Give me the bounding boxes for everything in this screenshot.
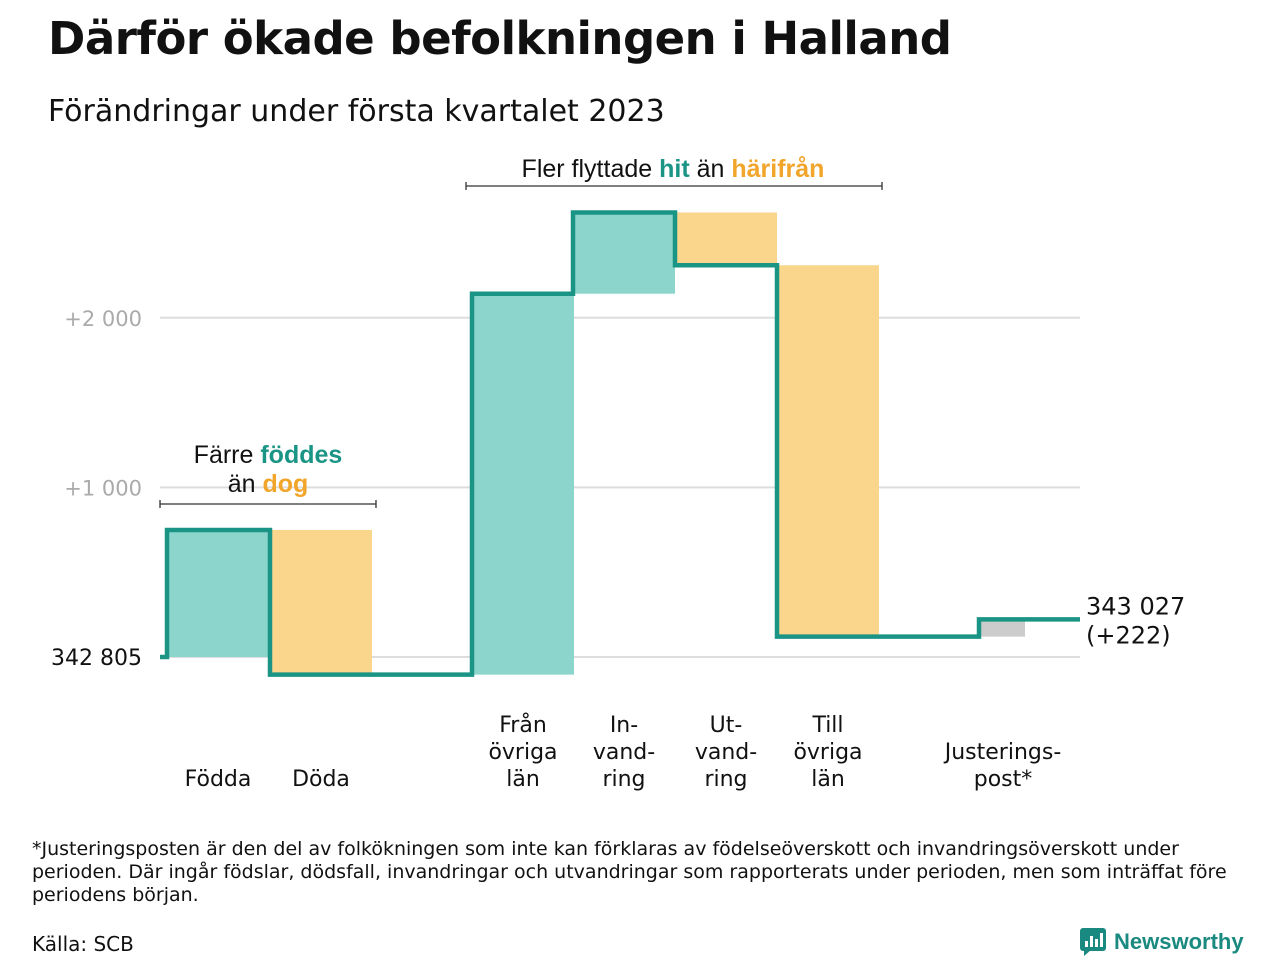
end-value-label: 343 027 [1086,592,1185,620]
bar-2 [472,293,574,675]
category-label-line: Till [811,713,843,738]
category-label: In-vand-ring [593,713,655,792]
chart-subtitle: Förändringar under första kvartalet 2023 [48,94,665,129]
category-label: Justerings-post* [943,740,1062,792]
source-label: Källa: SCB [32,932,134,956]
category-label-line: Från [499,712,547,738]
category-label-line: ring [602,767,645,792]
annotation-plain-text: än [228,470,263,498]
start-value-label: 342 805 [51,646,142,671]
cumulative-line [160,210,1080,677]
annotation-plain-text: Fler flyttade [522,155,660,183]
annotation-plain-text: Färre [194,441,261,469]
annotation-out-text: härifrån [731,155,824,183]
end-change-label: (+222) [1086,621,1171,649]
category-label: Döda [292,767,350,792]
category-label-line: post* [974,767,1033,792]
category-label: Från övriga län [488,712,557,792]
category-label-line: vand- [695,740,757,765]
annotation-text: Färre föddes [194,441,343,469]
category-label-line: Justerings- [943,740,1062,765]
bar-0 [167,529,269,657]
y-tick-label: +1 000 [64,476,142,500]
brand: Newsworthy [1080,928,1244,956]
category-label-line: Döda [292,767,350,792]
annotation-text: Fler flyttade hit än härifrån [522,155,825,183]
annotation-plain-text: än [690,155,732,183]
category-label-line: vand- [593,740,655,765]
category-label-line: Födda [185,767,252,792]
bar-5 [777,265,879,637]
bar-3 [573,212,675,294]
category-label: Till övriga län [793,713,862,792]
annotation-text: än dog [228,470,309,498]
bar-6 [979,619,1025,637]
footnote: *Justeringsposten är den del av folkökni… [32,838,1227,906]
category-label-line: ring [704,767,747,792]
category-label-line: län [506,767,540,792]
category-label-line: övriga [793,740,862,765]
category-label-line: län [811,767,845,792]
annotation-out-text: dog [262,470,308,498]
category-label-line: övriga [488,740,557,765]
y-tick-label: +2 000 [64,307,142,331]
category-label-line: Ut- [710,713,743,738]
annotation-in-text: hit [659,155,690,183]
bar-1 [270,529,372,675]
annotation-in-text: föddes [260,441,342,469]
chart-title: Därför ökade befolkningen i Halland [48,12,952,65]
category-label: Ut-vand-ring [695,713,757,792]
bar-4 [675,212,777,266]
brand-name: Newsworthy [1114,929,1244,954]
category-label: Födda [185,767,252,792]
newsworthy-logo-icon [1080,928,1106,956]
category-label-line: In- [610,713,638,738]
